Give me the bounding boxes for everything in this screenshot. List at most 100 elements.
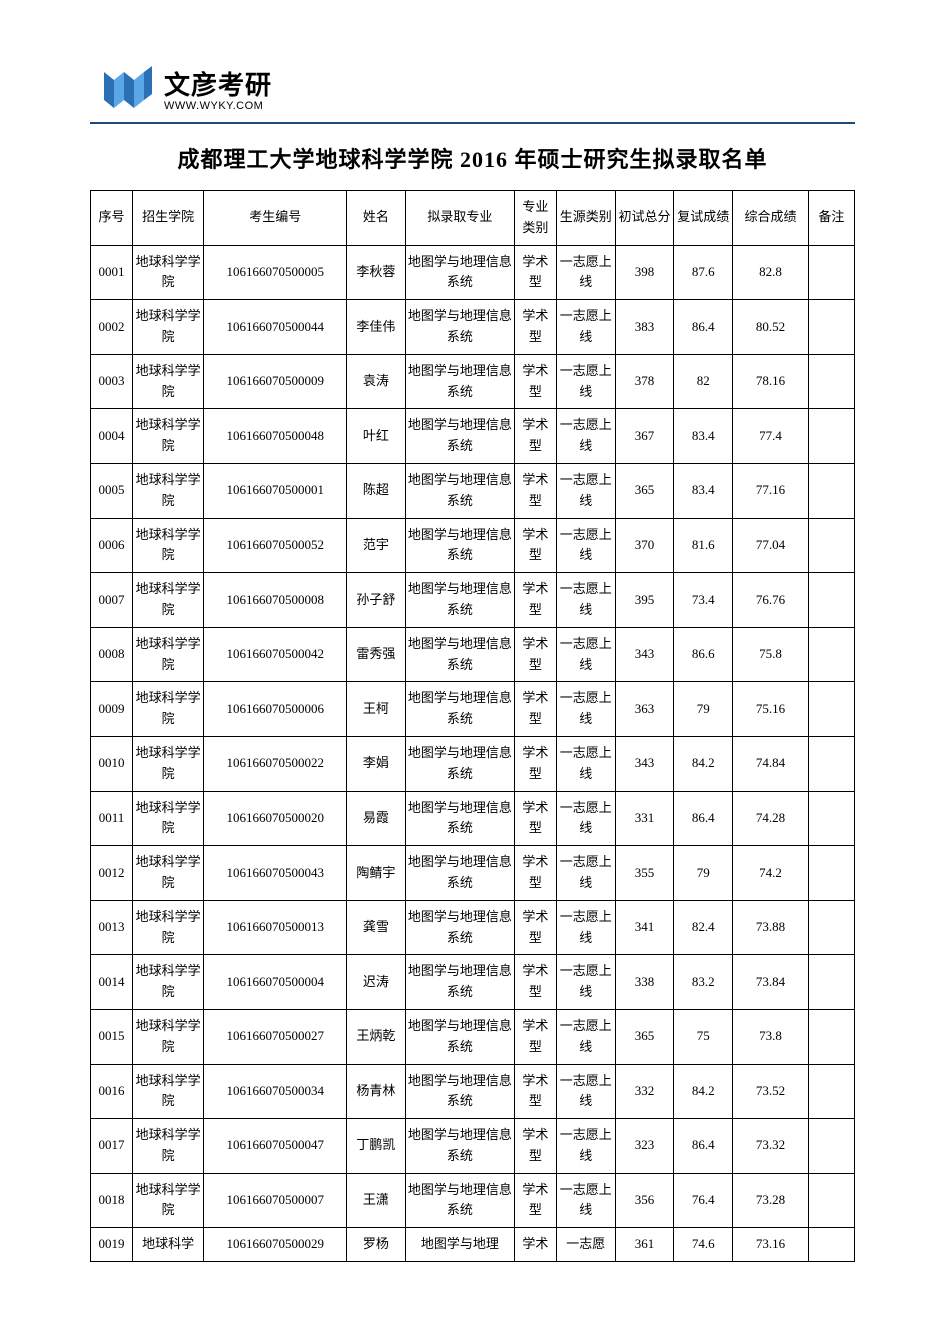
table-cell: 75.8 (733, 627, 809, 682)
table-row: 0012地球科学学院106166070500043陶鲭宇地图学与地理信息系统学术… (91, 846, 855, 901)
table-cell: 361 (615, 1228, 674, 1262)
table-cell: 75 (674, 1009, 733, 1064)
table-cell: 0013 (91, 900, 133, 955)
table-cell: 地图学与地理信息系统 (405, 573, 514, 628)
table-cell: 106166070500007 (204, 1173, 347, 1228)
page-title: 成都理工大学地球科学学院 2016 年硕士研究生拟录取名单 (90, 142, 855, 174)
table-cell: 77.16 (733, 463, 809, 518)
table-cell: 地图学与地理信息系统 (405, 736, 514, 791)
table-cell: 雷秀强 (347, 627, 406, 682)
table-cell: 袁涛 (347, 354, 406, 409)
table-cell: 106166070500022 (204, 736, 347, 791)
table-cell: 地图学与地理信息系统 (405, 955, 514, 1010)
table-cell (808, 955, 854, 1010)
table-cell: 地球科学学院 (132, 791, 203, 846)
table-cell: 学术型 (514, 627, 556, 682)
table-row: 0017地球科学学院106166070500047丁鹏凯地图学与地理信息系统学术… (91, 1119, 855, 1174)
table-body: 0001地球科学学院106166070500005李秋蓉地图学与地理信息系统学术… (91, 245, 855, 1261)
table-row: 0005地球科学学院106166070500001陈超地图学与地理信息系统学术型… (91, 463, 855, 518)
table-cell: 李佳伟 (347, 300, 406, 355)
table-cell: 0010 (91, 736, 133, 791)
table-cell: 地图学与地理信息系统 (405, 791, 514, 846)
table-cell: 龚雪 (347, 900, 406, 955)
table-cell: 367 (615, 409, 674, 464)
table-cell: 学术型 (514, 736, 556, 791)
table-header-cell: 综合成绩 (733, 191, 809, 246)
table-cell: 学术型 (514, 245, 556, 300)
table-cell: 学术型 (514, 1064, 556, 1119)
table-cell: 一志愿上线 (556, 1173, 615, 1228)
table-cell: 王潇 (347, 1173, 406, 1228)
table-cell: 杨青林 (347, 1064, 406, 1119)
table-cell: 378 (615, 354, 674, 409)
table-cell: 李秋蓉 (347, 245, 406, 300)
table-cell: 106166070500052 (204, 518, 347, 573)
table-row: 0018地球科学学院106166070500007王潇地图学与地理信息系统学术型… (91, 1173, 855, 1228)
table-row: 0011地球科学学院106166070500020易霞地图学与地理信息系统学术型… (91, 791, 855, 846)
table-cell: 0017 (91, 1119, 133, 1174)
table-cell: 一志愿上线 (556, 300, 615, 355)
table-cell: 73.16 (733, 1228, 809, 1262)
logo-text: 文彦考研 WWW.WYKY.COM (164, 65, 272, 112)
table-cell (808, 791, 854, 846)
table-cell: 365 (615, 1009, 674, 1064)
table-cell: 孙子舒 (347, 573, 406, 628)
table-cell: 370 (615, 518, 674, 573)
table-cell: 356 (615, 1173, 674, 1228)
table-cell: 地图学与地理 (405, 1228, 514, 1262)
table-cell: 地球科学学院 (132, 1064, 203, 1119)
admission-table: 序号招生学院考生编号姓名拟录取专业专业类别生源类别初试总分复试成绩综合成绩备注 … (90, 190, 855, 1262)
table-cell (808, 463, 854, 518)
logo-en-text: WWW.WYKY.COM (164, 100, 272, 112)
table-cell: 338 (615, 955, 674, 1010)
table-cell: 一志愿上线 (556, 736, 615, 791)
table-cell: 383 (615, 300, 674, 355)
table-cell: 0001 (91, 245, 133, 300)
table-cell: 0019 (91, 1228, 133, 1262)
table-cell: 83.2 (674, 955, 733, 1010)
table-cell: 398 (615, 245, 674, 300)
table-row: 0014地球科学学院106166070500004迟涛地图学与地理信息系统学术型… (91, 955, 855, 1010)
table-cell: 78.16 (733, 354, 809, 409)
table-cell: 355 (615, 846, 674, 901)
table-cell: 地图学与地理信息系统 (405, 627, 514, 682)
table-cell: 一志愿 (556, 1228, 615, 1262)
table-row: 0010地球科学学院106166070500022李娟地图学与地理信息系统学术型… (91, 736, 855, 791)
table-cell: 学术型 (514, 1119, 556, 1174)
table-cell: 365 (615, 463, 674, 518)
table-cell: 地图学与地理信息系统 (405, 518, 514, 573)
table-row: 0013地球科学学院106166070500013龚雪地图学与地理信息系统学术型… (91, 900, 855, 955)
table-cell: 79 (674, 682, 733, 737)
table-cell: 地球科学学院 (132, 409, 203, 464)
table-row: 0004地球科学学院106166070500048叶红地图学与地理信息系统学术型… (91, 409, 855, 464)
table-cell (808, 1064, 854, 1119)
table-cell: 395 (615, 573, 674, 628)
table-cell: 地球科学学院 (132, 1009, 203, 1064)
table-header-cell: 考生编号 (204, 191, 347, 246)
table-cell: 0015 (91, 1009, 133, 1064)
table-cell: 0004 (91, 409, 133, 464)
table-cell: 0002 (91, 300, 133, 355)
table-cell: 86.6 (674, 627, 733, 682)
table-cell: 学术型 (514, 846, 556, 901)
table-cell (808, 627, 854, 682)
table-cell: 86.4 (674, 300, 733, 355)
table-row: 0006地球科学学院106166070500052范宇地图学与地理信息系统学术型… (91, 518, 855, 573)
table-cell: 106166070500042 (204, 627, 347, 682)
table-cell: 0007 (91, 573, 133, 628)
table-cell: 86.4 (674, 1119, 733, 1174)
table-cell: 学术型 (514, 1173, 556, 1228)
table-cell: 一志愿上线 (556, 627, 615, 682)
table-cell: 0012 (91, 846, 133, 901)
table-cell: 一志愿上线 (556, 1064, 615, 1119)
table-row: 0007地球科学学院106166070500008孙子舒地图学与地理信息系统学术… (91, 573, 855, 628)
table-cell: 106166070500008 (204, 573, 347, 628)
table-cell: 77.4 (733, 409, 809, 464)
table-cell: 106166070500034 (204, 1064, 347, 1119)
table-cell: 罗杨 (347, 1228, 406, 1262)
table-cell: 0016 (91, 1064, 133, 1119)
table-cell (808, 1119, 854, 1174)
table-cell: 地球科学学院 (132, 354, 203, 409)
header-divider (90, 122, 855, 124)
table-cell: 363 (615, 682, 674, 737)
